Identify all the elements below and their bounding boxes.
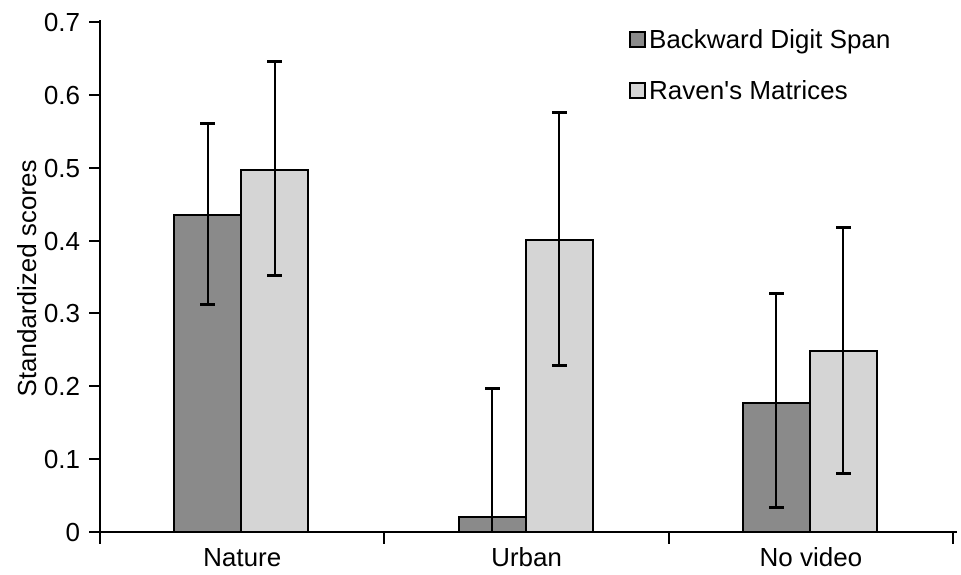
- x-tick: [383, 531, 386, 544]
- error-bar-cap-top: [835, 226, 851, 230]
- y-tick: [89, 21, 100, 23]
- y-tick-label: 0.7: [43, 7, 80, 37]
- legend-item-ravens-matrices: Raven's Matrices: [629, 73, 890, 107]
- y-tick-label: 0.5: [43, 152, 80, 183]
- x-tick: [99, 531, 101, 544]
- error-bar-cap-bottom: [551, 363, 567, 367]
- legend-swatch-backward-digit-span-icon: [629, 30, 646, 48]
- legend-label-ravens-matrices: Raven's Matrices: [649, 74, 848, 105]
- error-bar-line: [206, 122, 209, 305]
- error-bar-cap-top: [768, 292, 784, 296]
- y-tick-label: 0.3: [43, 298, 80, 329]
- error-bar-line: [842, 227, 845, 474]
- y-tick-label: 0.2: [43, 371, 80, 402]
- y-tick-label: 0.6: [43, 79, 80, 110]
- x-category-label: No video: [759, 542, 863, 572]
- error-bar-cap-top: [484, 386, 500, 390]
- error-bar-cap-bottom: [200, 302, 216, 306]
- error-bar-line: [775, 293, 778, 508]
- legend-item-backward-digit-span: Backward Digit Span: [629, 22, 890, 56]
- y-tick: [89, 458, 100, 461]
- x-tick: [667, 531, 670, 544]
- x-tick: [952, 531, 954, 544]
- error-bar-line: [491, 387, 493, 532]
- legend: Backward Digit Span Raven's Matrices: [629, 22, 890, 124]
- y-tick-label: 0: [65, 517, 80, 547]
- legend-label-backward-digit-span: Backward Digit Span: [649, 23, 891, 54]
- error-bar-line: [273, 60, 276, 276]
- error-bar-cap-top: [267, 59, 283, 63]
- error-bar-cap-bottom: [835, 471, 851, 475]
- y-tick: [89, 166, 100, 169]
- bar-ravens-matrices: [808, 349, 878, 533]
- y-tick: [89, 531, 100, 533]
- y-tick: [89, 312, 100, 315]
- error-bar-line: [558, 111, 560, 366]
- legend-swatch-ravens-matrices-icon: [629, 81, 646, 99]
- x-category-label: Nature: [203, 542, 282, 572]
- y-tick-label: 0.1: [43, 444, 80, 475]
- y-tick: [89, 239, 100, 242]
- error-bar-cap-bottom: [768, 505, 784, 509]
- y-tick: [89, 385, 100, 388]
- error-bar-cap-top: [200, 121, 216, 125]
- y-tick-label: 0.4: [43, 225, 80, 256]
- error-bar-cap-top: [551, 110, 567, 114]
- error-bar-cap-bottom: [267, 273, 283, 277]
- y-axis-line: [99, 20, 101, 533]
- x-category-label: Urban: [491, 542, 562, 572]
- y-tick: [89, 93, 100, 96]
